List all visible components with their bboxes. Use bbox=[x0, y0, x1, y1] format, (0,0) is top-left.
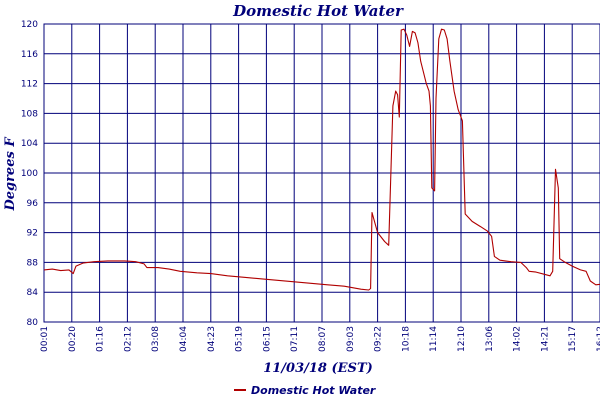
y-tick-label: 112 bbox=[21, 80, 38, 90]
x-tick-label: 00:20 bbox=[68, 326, 78, 352]
x-axis-label: 11/03/18 (EST) bbox=[263, 361, 373, 376]
x-tick-label: 12:10 bbox=[457, 326, 467, 352]
x-tick-label: 02:12 bbox=[123, 326, 133, 352]
y-tick-label: 100 bbox=[21, 169, 38, 179]
x-tick-label: 00:01 bbox=[40, 326, 50, 352]
x-tick-label: 01:16 bbox=[96, 326, 106, 352]
x-tick-label: 04:23 bbox=[207, 326, 217, 352]
y-tick-labels: 80 84 88 92 96 100 104 108 112 116 120 bbox=[21, 20, 38, 328]
y-tick-label: 80 bbox=[27, 318, 39, 328]
y-tick-label: 104 bbox=[21, 139, 38, 149]
x-tick-label: 15:17 bbox=[568, 326, 578, 352]
x-tick-label: 13:06 bbox=[485, 326, 495, 352]
x-tick-label: 08:07 bbox=[318, 326, 328, 352]
x-tick-label: 10:18 bbox=[401, 326, 411, 352]
x-tick-label: 14:21 bbox=[540, 326, 550, 352]
series-line bbox=[43, 28, 600, 291]
x-tick-label: 09:03 bbox=[346, 326, 356, 352]
x-tick-label: 14:02 bbox=[513, 326, 523, 352]
y-tick-label: 116 bbox=[21, 50, 38, 60]
x-tick-label: 11:14 bbox=[429, 326, 439, 352]
x-tick-label: 09:22 bbox=[374, 326, 384, 352]
x-tick-labels: 00:01 00:20 01:16 02:12 03:08 04:04 04:23 05:19… bbox=[40, 326, 600, 352]
chart-title: Domestic Hot Water bbox=[232, 2, 404, 20]
y-tick-label: 96 bbox=[27, 199, 39, 209]
grid-layer bbox=[43, 23, 600, 323]
y-tick-label: 84 bbox=[27, 288, 39, 298]
legend-label: Domestic Hot Water bbox=[251, 384, 376, 397]
y-tick-label: 108 bbox=[21, 109, 38, 119]
x-tick-label: 05:19 bbox=[235, 326, 245, 352]
y-tick-label: 88 bbox=[27, 258, 39, 268]
y-tick-label: 92 bbox=[27, 229, 38, 239]
x-tick-label: 06:15 bbox=[262, 326, 272, 352]
y-tick-label: 120 bbox=[21, 20, 38, 30]
series-layer bbox=[43, 28, 600, 291]
x-tick-label: 04:04 bbox=[179, 326, 189, 352]
y-axis-label: Degrees F bbox=[3, 137, 18, 212]
x-tick-label: 16:12 bbox=[596, 326, 600, 352]
x-tick-label: 07:11 bbox=[290, 326, 300, 352]
x-tick-label: 03:08 bbox=[151, 326, 161, 352]
legend: Domestic Hot Water bbox=[234, 384, 376, 397]
